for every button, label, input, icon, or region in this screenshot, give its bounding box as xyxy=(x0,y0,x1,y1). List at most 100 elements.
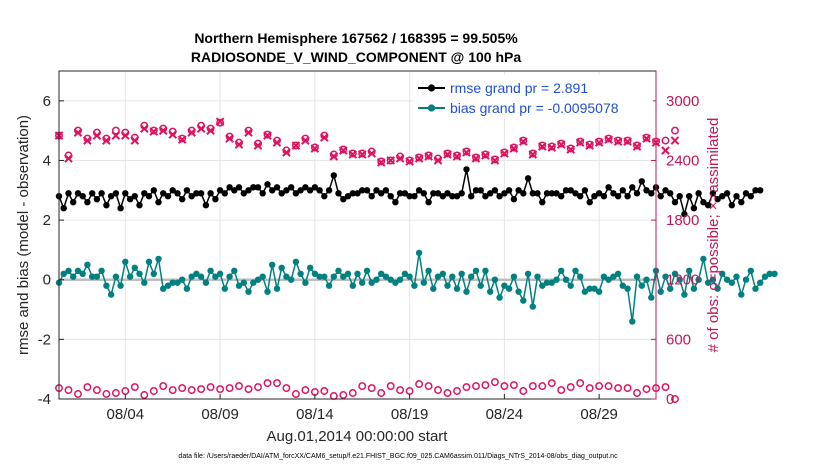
bias-point xyxy=(700,255,707,263)
rmse-point xyxy=(482,193,489,200)
bias-point xyxy=(84,261,91,268)
bias-point xyxy=(392,279,399,286)
rmse-point xyxy=(141,190,148,197)
rmse-point xyxy=(321,193,328,200)
bias-point xyxy=(742,276,750,283)
rmse-point xyxy=(704,202,712,209)
rmse-point xyxy=(477,187,484,194)
bias-point xyxy=(150,270,157,277)
rmse-point xyxy=(112,190,120,197)
bias-point xyxy=(363,267,371,274)
rmse-point xyxy=(543,190,551,197)
rmse-point xyxy=(553,190,560,197)
possible-point xyxy=(490,155,499,164)
possible-low-point xyxy=(149,387,158,395)
possible-point xyxy=(216,118,225,127)
rmse-point xyxy=(738,199,745,206)
possible-point xyxy=(443,149,452,158)
bias-point xyxy=(771,270,778,277)
rmse-point xyxy=(368,193,375,200)
y-right-tick-label: 0 xyxy=(666,391,674,408)
bias-point xyxy=(524,270,532,277)
rmse-point xyxy=(160,190,167,197)
rmse-point xyxy=(757,187,764,194)
assimilated-point xyxy=(566,145,576,154)
possible-point xyxy=(149,126,158,135)
bias-point xyxy=(401,270,409,277)
bias-point xyxy=(648,294,655,301)
bias-point xyxy=(766,270,773,277)
rmse-point xyxy=(74,190,82,197)
y-axis-label-right: # of obs: o=possible; ×=assimilated xyxy=(705,118,722,353)
rmse-point xyxy=(534,190,541,197)
rmse-point xyxy=(98,190,105,197)
rmse-point xyxy=(316,187,323,194)
rmse-point xyxy=(515,187,522,194)
possible-low-point xyxy=(339,391,348,399)
rmse-point xyxy=(155,199,162,206)
rmse-point xyxy=(624,193,631,200)
bias-point xyxy=(624,285,631,292)
rmse-point xyxy=(420,190,427,197)
rmse-point xyxy=(378,190,385,197)
bias-point xyxy=(558,267,565,274)
bias-point xyxy=(264,288,271,295)
possible-low-point xyxy=(140,391,149,399)
x-tick-label: 08/14 xyxy=(296,406,334,423)
bias-point xyxy=(202,279,210,286)
rmse-point xyxy=(539,199,546,206)
possible-point xyxy=(604,134,613,143)
rmse-point xyxy=(501,190,508,197)
rmse-point xyxy=(131,193,138,200)
possible-point xyxy=(263,130,272,139)
chart-title-line1: Northern Hemisphere 167562 / 168395 = 99… xyxy=(194,30,518,46)
possible-low-point xyxy=(358,382,367,391)
rmse-point xyxy=(633,190,641,197)
bias-point xyxy=(65,267,72,274)
rmse-point xyxy=(359,187,366,194)
legend: rmse grand pr = 2.891 bias grand pr = -0… xyxy=(413,75,653,117)
bias-point xyxy=(288,276,295,283)
assimilated-point xyxy=(537,142,547,151)
bias-point xyxy=(387,276,394,283)
rmse-point xyxy=(401,190,409,197)
possible-low-point xyxy=(74,390,82,398)
bias-point xyxy=(155,255,162,263)
bias-point xyxy=(193,270,200,277)
assimilated-point xyxy=(320,133,329,142)
possible-low-point xyxy=(273,379,281,388)
possible-low-point xyxy=(443,389,452,397)
possible-low-point xyxy=(291,390,300,398)
possible-low-point xyxy=(216,385,225,394)
rmse-point xyxy=(150,187,157,194)
rmse-point xyxy=(648,190,655,197)
possible-low-point xyxy=(187,386,196,395)
rmse-point xyxy=(548,190,555,197)
bias-point xyxy=(496,294,503,301)
possible-point xyxy=(377,157,386,166)
y-tick-label: 0 xyxy=(43,272,51,289)
assimilated-point xyxy=(92,131,102,140)
bias-point xyxy=(572,267,579,274)
rmse-point xyxy=(382,187,390,194)
assimilated-point xyxy=(452,152,462,161)
possible-point xyxy=(519,136,528,145)
rmse-point xyxy=(254,184,262,191)
rmse-point xyxy=(529,190,536,197)
bias-point xyxy=(733,273,740,280)
possible-point xyxy=(424,151,433,160)
assimilated-point xyxy=(670,136,680,145)
bias-point xyxy=(614,270,622,277)
possible-point xyxy=(178,134,187,143)
rmse-point xyxy=(468,193,475,200)
bias-point xyxy=(354,270,361,277)
rmse-point xyxy=(117,205,124,212)
bias-point xyxy=(738,291,745,298)
legend-bias-marker xyxy=(427,104,436,112)
bias-point xyxy=(164,282,172,289)
rmse-point xyxy=(638,178,645,185)
rmse-point xyxy=(278,190,285,197)
rmse-point xyxy=(577,193,584,200)
assimilated-point xyxy=(102,136,111,145)
bias-point xyxy=(425,267,432,274)
